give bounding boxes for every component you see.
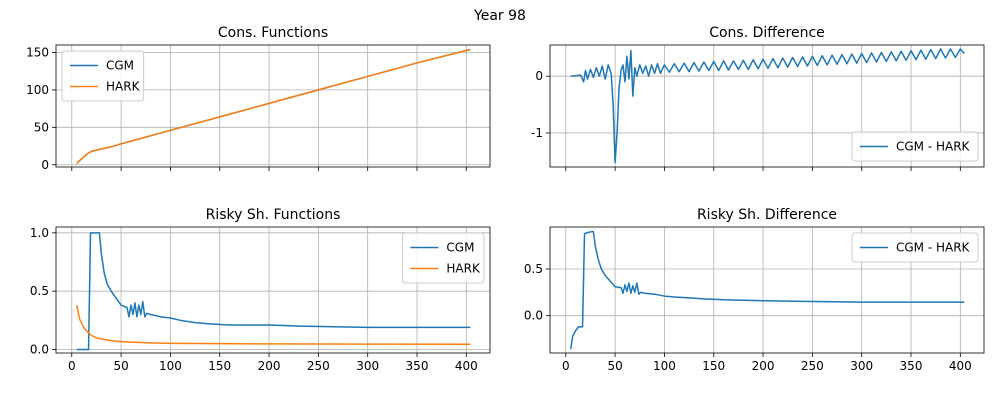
figure-suptitle: Year 98 bbox=[473, 8, 526, 24]
risky-functions-series-cgm bbox=[76, 232, 471, 351]
risky-difference-series-cgm-hark bbox=[569, 230, 965, 350]
cons-difference-y-tick-label: -1 bbox=[531, 126, 543, 140]
risky-functions-x-tick-label: 50 bbox=[113, 359, 128, 373]
cons-functions-legend-label: CGM bbox=[106, 59, 134, 73]
risky-functions-panel: Risky Sh. Functions 0 50 100 150 200 250 300 350… bbox=[30, 207, 491, 373]
risky-difference-x-tick-label: 200 bbox=[752, 359, 775, 373]
cons-functions-y-tick-label: 150 bbox=[26, 45, 49, 59]
cons-functions-panel: Cons. Functions 0 50 100 150 CGM HARK bbox=[26, 25, 491, 172]
risky-functions-x-tick-label: 0 bbox=[68, 359, 76, 373]
cons-functions-legend-label: HARK bbox=[106, 80, 141, 94]
risky-functions-axes-frame bbox=[55, 226, 491, 354]
risky-difference-x-tick-label: 250 bbox=[801, 359, 824, 373]
risky-functions-x-tick-label: 350 bbox=[406, 359, 429, 373]
risky-functions-y-tick-label: 1.0 bbox=[30, 226, 49, 240]
risky-difference-legend-label: CGM - HARK bbox=[896, 241, 971, 255]
risky-difference-x-tick-label: 0 bbox=[562, 359, 570, 373]
risky-functions-legend-label: CGM bbox=[446, 241, 474, 255]
risky-functions-series-hark bbox=[75, 305, 471, 345]
cons-functions-y-tick-label: 50 bbox=[34, 120, 49, 134]
risky-difference-x-tick-label: 350 bbox=[900, 359, 923, 373]
risky-functions-x-tick-label: 200 bbox=[258, 359, 281, 373]
risky-difference-x-tick-label: 50 bbox=[607, 359, 622, 373]
cons-functions-y-tick-label: 0 bbox=[41, 158, 49, 172]
risky-difference-x-tick-label: 100 bbox=[653, 359, 676, 373]
cons-difference-legend-box bbox=[851, 131, 979, 162]
cons-difference-axes-frame bbox=[549, 44, 985, 168]
risky-difference-title: Risky Sh. Difference bbox=[697, 207, 837, 223]
risky-functions-x-tick-label: 100 bbox=[159, 359, 182, 373]
risky-functions-legend-label: HARK bbox=[446, 262, 481, 276]
risky-difference-legend-box bbox=[851, 232, 979, 263]
risky-functions-legend: CGM HARK bbox=[401, 232, 485, 284]
risky-difference-y-tick-label: 0.5 bbox=[524, 262, 543, 276]
cons-difference-title: Cons. Difference bbox=[709, 25, 825, 41]
risky-difference-x-tick-label: 300 bbox=[850, 359, 873, 373]
risky-difference-x-tick-label: 400 bbox=[949, 359, 972, 373]
cons-functions-y-tick-label: 100 bbox=[26, 83, 49, 97]
risky-functions-y-tick-label: 0.0 bbox=[30, 343, 49, 357]
chart-panels: Cons. Functions 0 50 100 150 CGM HARK Cons. Dif… bbox=[26, 25, 985, 373]
risky-difference-legend: CGM - HARK bbox=[851, 232, 979, 263]
risky-functions-legend-box bbox=[401, 232, 485, 284]
cons-functions-legend: CGM HARK bbox=[61, 50, 145, 102]
risky-functions-x-tick-label: 150 bbox=[208, 359, 231, 373]
risky-functions-x-tick-label: 250 bbox=[307, 359, 330, 373]
cons-difference-legend: CGM - HARK bbox=[851, 131, 979, 162]
risky-difference-axes-frame bbox=[549, 226, 985, 354]
risky-difference-y-tick-label: 0.0 bbox=[524, 309, 543, 323]
cons-difference-y-tick-label: 0 bbox=[535, 69, 543, 83]
risky-functions-x-tick-label: 300 bbox=[356, 359, 379, 373]
cons-functions-legend-box bbox=[61, 50, 145, 102]
risky-difference-x-tick-label: 150 bbox=[702, 359, 725, 373]
cons-functions-title: Cons. Functions bbox=[218, 25, 328, 41]
risky-functions-title: Risky Sh. Functions bbox=[206, 207, 341, 223]
cons-functions-axes-frame bbox=[55, 44, 491, 168]
cons-functions-series-hark bbox=[76, 48, 471, 164]
cons-difference-legend-label: CGM - HARK bbox=[896, 140, 971, 154]
risky-functions-y-tick-label: 0.5 bbox=[30, 284, 49, 298]
risky-functions-x-tick-label: 400 bbox=[455, 359, 478, 373]
cons-difference-series-cgm-hark bbox=[570, 48, 965, 164]
risky-difference-panel: Risky Sh. Difference 0 50 100 150 200 250 300 35… bbox=[524, 207, 985, 373]
cons-difference-panel: Cons. Difference -1 0 CGM - HARK bbox=[531, 25, 985, 171]
